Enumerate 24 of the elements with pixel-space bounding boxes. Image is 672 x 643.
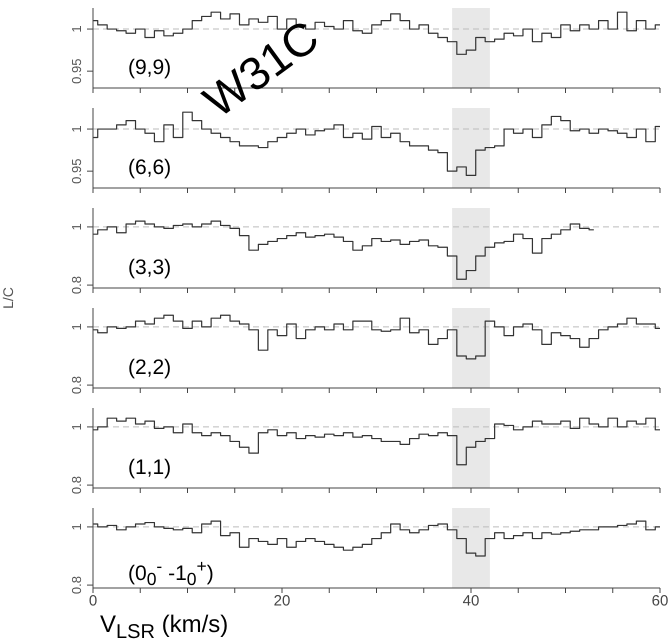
- annotation: (3,3): [128, 256, 172, 280]
- y-tick-label: 0.95: [69, 158, 84, 184]
- x-tick-label: 40: [462, 592, 480, 610]
- y-axis-title: L/C: [0, 287, 16, 309]
- y-tick-label: 1: [69, 125, 84, 133]
- annotation: (1,1): [128, 456, 172, 480]
- y-tick-label: 1: [69, 25, 84, 33]
- y-tick-label: 1: [69, 323, 84, 331]
- x-tick-label: 0: [88, 592, 98, 610]
- x-axis-title: V$_{LSR}$ (km/s): [100, 611, 228, 643]
- x-tick-label: 60: [652, 592, 668, 610]
- annotation: (2,2): [128, 356, 172, 380]
- y-tick-label: 0.8: [69, 576, 84, 594]
- x-tick-label: 20: [274, 592, 290, 610]
- annotation: (0$_{0}$$^{-}$ -1$_{0}$$^{+}$): [128, 556, 214, 590]
- annotation: (9,9): [128, 56, 172, 80]
- y-tick-label: 0.8: [69, 476, 84, 494]
- y-tick-label: 0.95: [69, 58, 84, 84]
- y-tick-label: 1: [69, 223, 84, 231]
- y-tick-label: 0.8: [69, 276, 84, 294]
- y-tick-label: 0.8: [69, 376, 84, 394]
- y-tick-label: 1: [69, 423, 84, 431]
- annotation: (6,6): [128, 156, 172, 180]
- y-tick-label: 1: [69, 523, 84, 531]
